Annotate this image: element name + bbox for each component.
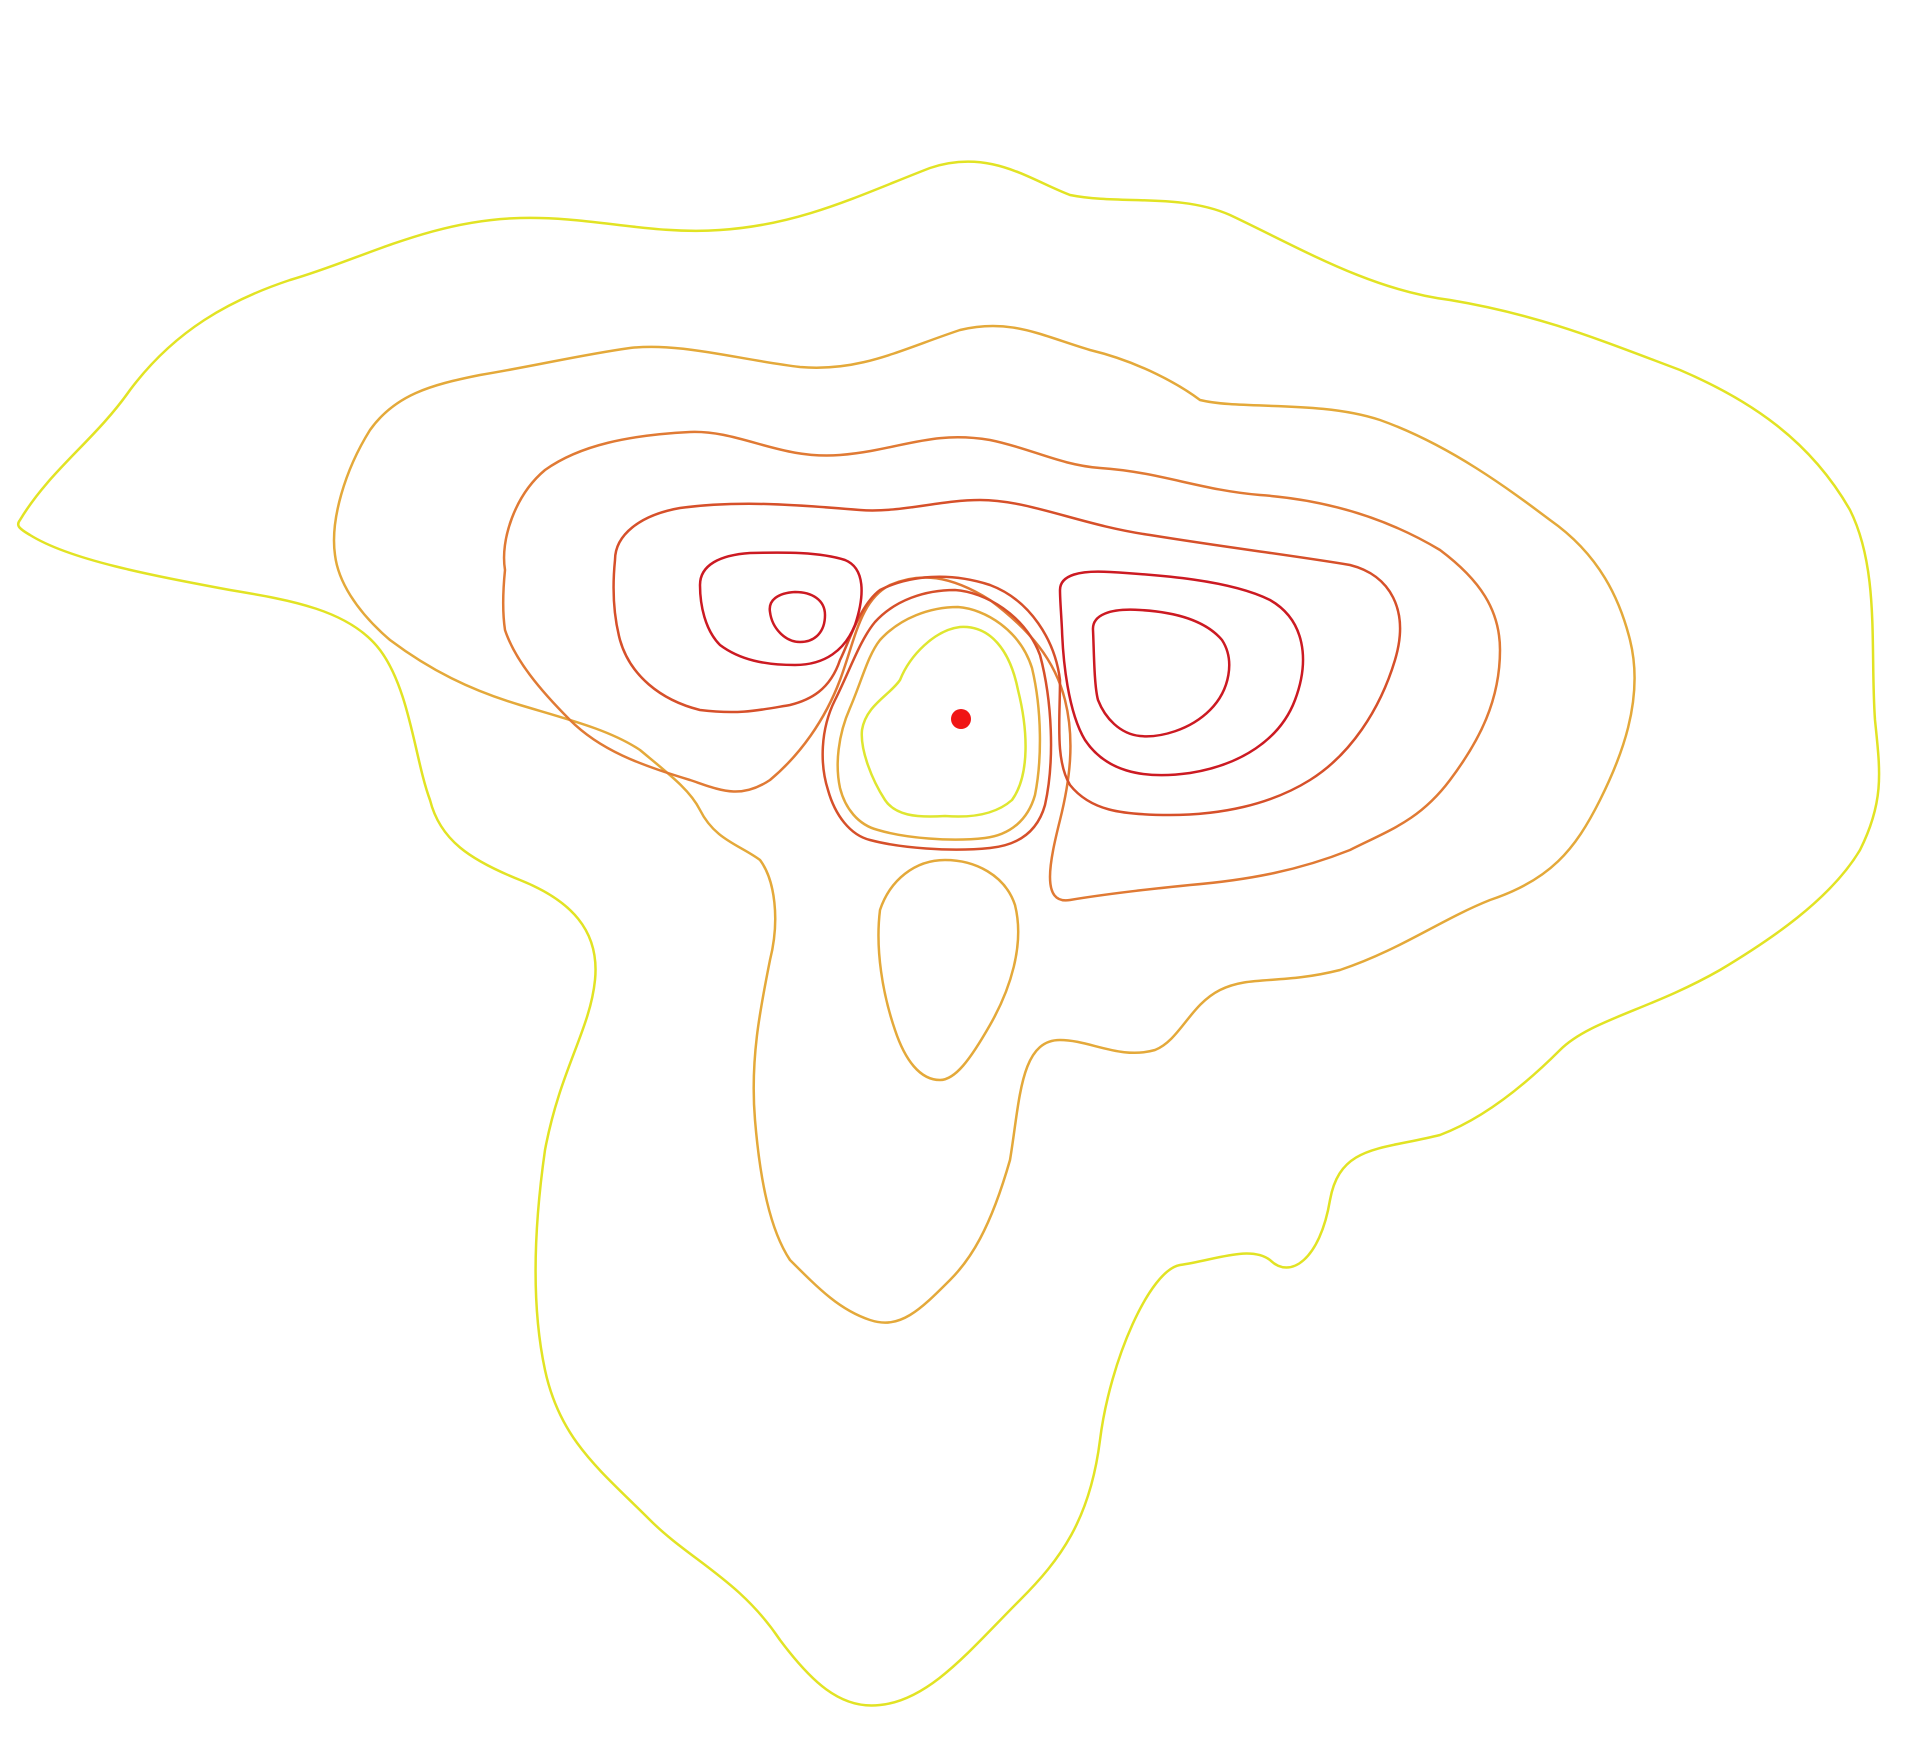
contour-outer-yellow bbox=[16, 160, 1881, 1707]
contour-lower-blob bbox=[877, 858, 1020, 1082]
contour-center-orange bbox=[821, 588, 1053, 851]
center-point-marker bbox=[951, 709, 971, 729]
contour-light-orange bbox=[332, 324, 1636, 1324]
contour-inner-yellow bbox=[860, 625, 1027, 818]
contour-dark-orange bbox=[612, 498, 1402, 817]
contour-orange bbox=[501, 430, 1502, 902]
contour-red-right-inner bbox=[1091, 608, 1231, 738]
contour-red-right bbox=[1058, 570, 1305, 777]
contour-red-left bbox=[698, 551, 863, 667]
contour-red-left-inner bbox=[768, 590, 827, 644]
contour-center-light-orange bbox=[836, 605, 1042, 841]
